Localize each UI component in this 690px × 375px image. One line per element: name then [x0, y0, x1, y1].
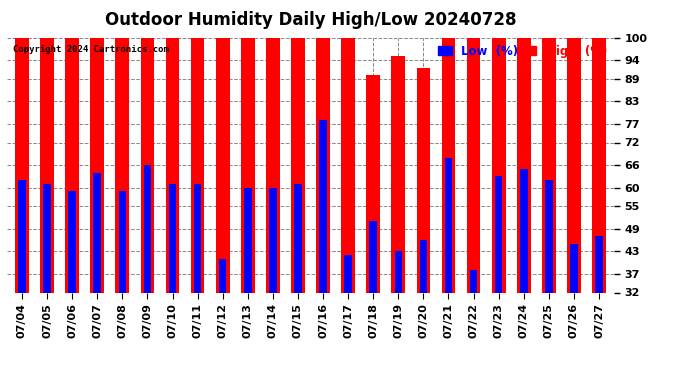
Bar: [369, 221, 377, 292]
Bar: [417, 68, 431, 292]
Bar: [141, 38, 155, 292]
Bar: [492, 38, 506, 292]
Bar: [570, 244, 578, 292]
Bar: [342, 38, 355, 292]
Bar: [144, 165, 151, 292]
Bar: [291, 38, 305, 292]
Bar: [466, 38, 480, 292]
Bar: [442, 38, 455, 292]
Bar: [169, 184, 176, 292]
Bar: [93, 172, 101, 292]
Bar: [68, 191, 76, 292]
Bar: [520, 169, 528, 292]
Bar: [391, 56, 405, 292]
Text: Copyright 2024 Cartronics.com: Copyright 2024 Cartronics.com: [13, 45, 169, 54]
Bar: [567, 38, 581, 292]
Bar: [43, 184, 51, 292]
Bar: [266, 38, 279, 292]
Bar: [319, 120, 327, 292]
Bar: [542, 38, 555, 292]
Bar: [395, 251, 402, 292]
Bar: [269, 188, 277, 292]
Bar: [40, 38, 54, 292]
Bar: [545, 180, 553, 292]
Bar: [366, 75, 380, 292]
Bar: [344, 255, 352, 292]
Bar: [15, 38, 29, 292]
Bar: [115, 38, 129, 292]
Bar: [517, 38, 531, 292]
Bar: [216, 38, 230, 292]
Bar: [244, 188, 252, 292]
Bar: [470, 270, 477, 292]
Bar: [316, 38, 330, 292]
Bar: [445, 158, 452, 292]
Bar: [294, 184, 302, 292]
Bar: [194, 184, 201, 292]
Bar: [420, 240, 427, 292]
Bar: [90, 38, 104, 292]
Bar: [595, 236, 603, 292]
Bar: [66, 38, 79, 292]
Bar: [18, 180, 26, 292]
Bar: [119, 191, 126, 292]
Bar: [166, 38, 179, 292]
Bar: [219, 259, 226, 292]
Bar: [241, 38, 255, 292]
Bar: [190, 38, 204, 292]
Bar: [495, 176, 502, 292]
Text: Outdoor Humidity Daily High/Low 20240728: Outdoor Humidity Daily High/Low 20240728: [105, 11, 516, 29]
Bar: [592, 38, 606, 292]
Legend: Low  (%), High  (%): Low (%), High (%): [437, 44, 608, 59]
